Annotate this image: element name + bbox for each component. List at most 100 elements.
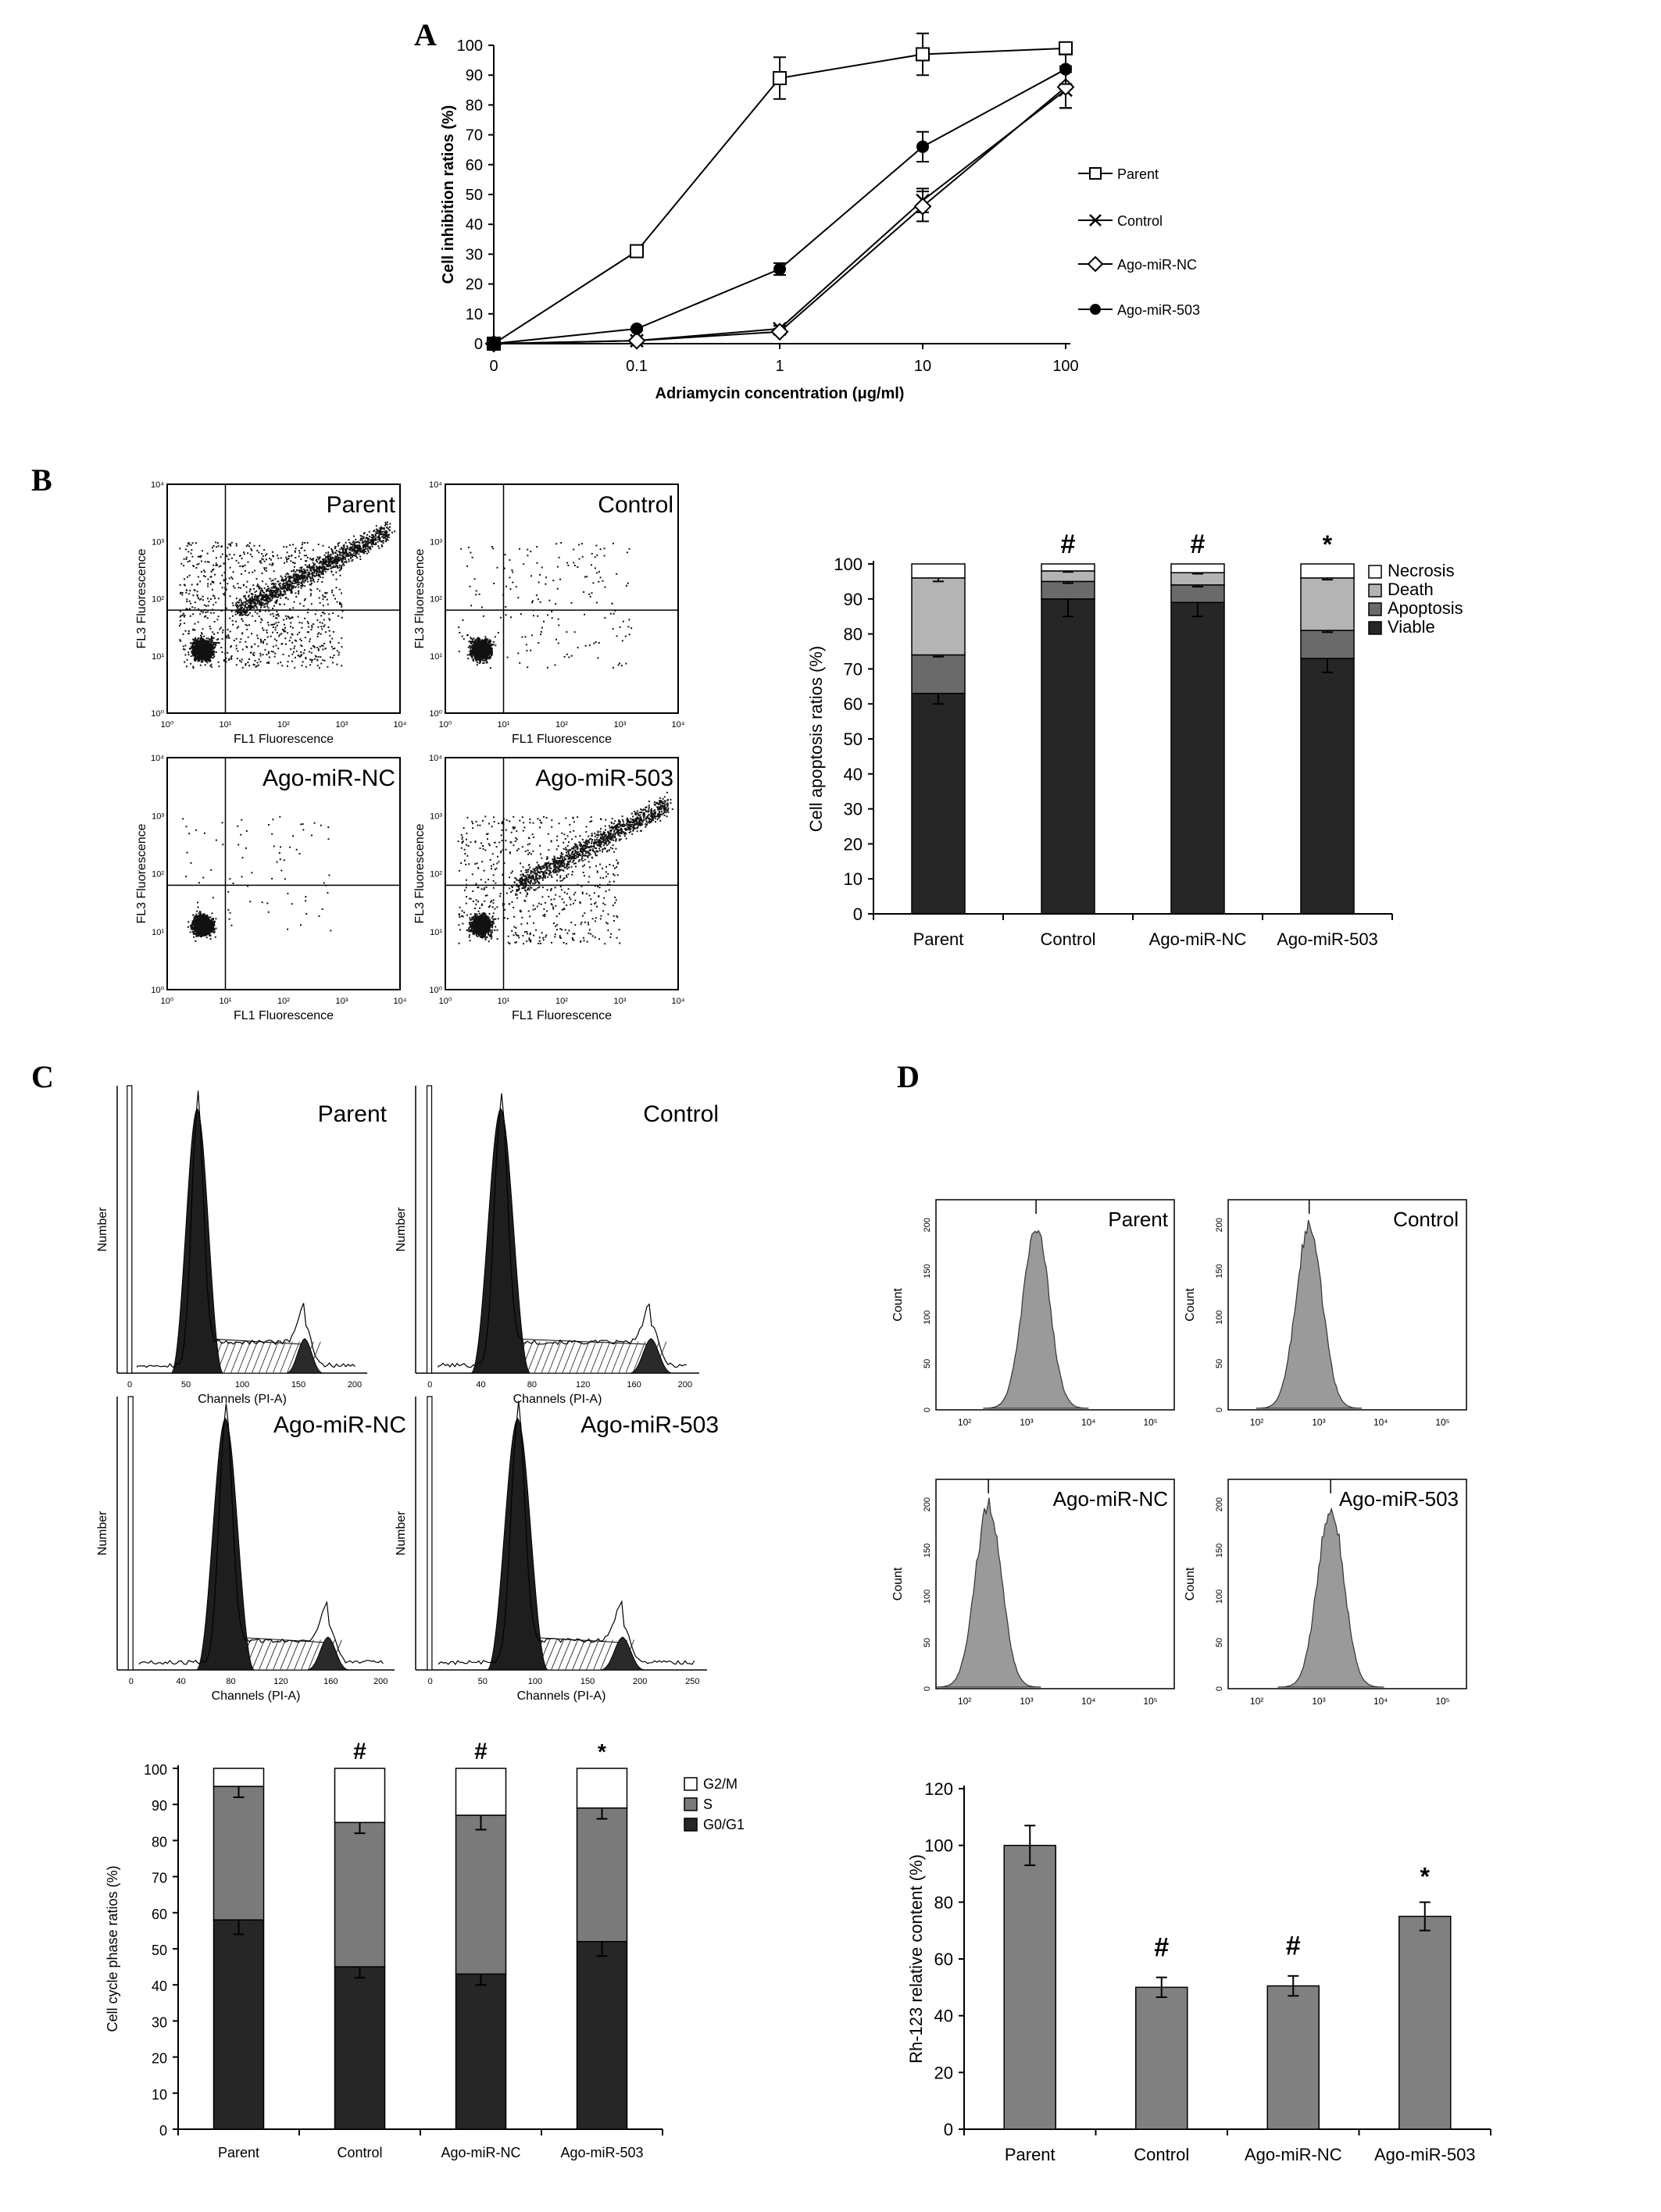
- y-axis-label: Cell cycle phase ratios (%): [105, 1865, 120, 2032]
- histogram-title: Ago-miR-NC: [273, 1412, 406, 1438]
- scatter-plot-frame: [166, 757, 401, 990]
- y-tick-label: 20: [844, 834, 863, 854]
- x-tick-label: 100: [528, 1677, 542, 1686]
- y-tick-label: 20: [152, 2051, 167, 2067]
- y-tick-label: 100: [1215, 1589, 1224, 1604]
- histogram-outline: [438, 1093, 688, 1368]
- x-axis-label: FL1 Fluorescence: [512, 733, 612, 746]
- y-tick-label: 100: [924, 1836, 953, 1856]
- y-tick-label: 120: [924, 1779, 953, 1799]
- x-tick-label: 10³: [336, 720, 348, 730]
- y-tick-label: 10⁴: [429, 480, 442, 490]
- bar-segment: [455, 1814, 507, 1975]
- g0g1-peak: [195, 1418, 255, 1671]
- x-tick-label: 40: [476, 1380, 485, 1390]
- legend-label: Ago-miR-503: [1117, 302, 1200, 318]
- y-tick-label: 90: [466, 67, 483, 84]
- y-tick-label: 10²: [430, 595, 442, 605]
- histogram-outline: [138, 1403, 384, 1665]
- bar-segment: [1170, 572, 1225, 586]
- x-tick-label: Ago-miR-503: [560, 2145, 643, 2160]
- y-tick-label: 100: [834, 555, 863, 574]
- panel-label-b: B: [31, 462, 52, 498]
- x-tick-label: 10⁵: [1435, 1417, 1449, 1428]
- x-axis-label: FL1 Fluorescence: [234, 1009, 334, 1022]
- y-tick-label: 60: [466, 157, 483, 174]
- histogram-title: Parent: [318, 1101, 388, 1127]
- y-tick-label: 0: [944, 2120, 953, 2139]
- y-tick-label: 10: [152, 2087, 167, 2103]
- y-tick-label: 10⁴: [429, 754, 442, 763]
- legend-swatch: [1368, 621, 1382, 635]
- x-tick-label: 120: [273, 1677, 288, 1686]
- x-tick-label: 100: [235, 1380, 249, 1390]
- y-tick-label: 10¹: [152, 928, 164, 937]
- series-line: [493, 68, 1066, 344]
- y-axis-label: FL3 Fluorescence: [135, 548, 148, 648]
- data-point: [916, 140, 929, 153]
- y-tick-label: 60: [934, 1950, 953, 1969]
- bar-segment: [213, 1919, 265, 2130]
- data-point: [913, 197, 932, 216]
- x-tick-label: 50: [478, 1677, 488, 1686]
- data-point: [773, 71, 787, 86]
- scatter-plot-frame: [166, 483, 401, 714]
- y-tick-label: 50: [844, 730, 863, 749]
- legend-marker: [1090, 304, 1101, 315]
- legend-label: Ago-miR-NC: [1117, 257, 1197, 273]
- debris-gate: [127, 1396, 134, 1671]
- x-tick-label: 120: [576, 1380, 590, 1390]
- x-tick-label: 160: [627, 1380, 641, 1390]
- y-tick-label: 40: [466, 216, 483, 234]
- panel-d-rh123-histograms: Parent Count 0 50 100 150 200 10² 10³ 10⁴ 10⁵ Contr…: [891, 1199, 1467, 1707]
- x-tick-label: 10²: [277, 720, 290, 730]
- y-tick-label: 90: [152, 1798, 167, 1814]
- debris-gate: [427, 1396, 433, 1671]
- histogram-title: Control: [643, 1101, 719, 1127]
- bar-segment: [576, 1941, 628, 2130]
- bar-segment: [911, 563, 966, 579]
- bar-segment: [1300, 563, 1355, 579]
- y-tick-label: 60: [844, 694, 863, 714]
- g2m-peak: [307, 1636, 349, 1671]
- bar-segment: [334, 1768, 386, 1824]
- y-tick-label: 10⁰: [151, 986, 164, 995]
- data-point: [770, 323, 789, 341]
- bar-segment: [576, 1807, 628, 1943]
- y-axis-label: Number: [395, 1511, 408, 1556]
- y-tick-label: 30: [152, 2014, 167, 2030]
- x-tick-label: 10⁴: [1081, 1417, 1096, 1428]
- x-tick-label: 10⁴: [394, 997, 407, 1006]
- y-tick-label: 10³: [430, 537, 442, 547]
- histogram-outline: [438, 1400, 695, 1666]
- y-tick-label: 50: [466, 187, 483, 204]
- bar-segment: [455, 1768, 507, 1816]
- legend-swatch: [684, 1777, 698, 1791]
- x-tick-label: Control: [1041, 929, 1096, 949]
- bar-segment: [1041, 598, 1095, 915]
- g2m-peak: [629, 1338, 673, 1374]
- y-tick-label: 70: [152, 1871, 167, 1886]
- g0g1-peak: [470, 1108, 531, 1374]
- x-axis-label: Channels (PI-A): [513, 1393, 602, 1406]
- x-tick-label: 10⁵: [1143, 1696, 1157, 1707]
- y-tick-label: 80: [466, 97, 483, 114]
- panel-label-a: A: [414, 17, 437, 52]
- bar-segment: [1135, 1986, 1188, 2130]
- y-tick-label: 90: [844, 590, 863, 609]
- bar-segment: [213, 1786, 265, 1921]
- x-tick-label: 10⁰: [439, 997, 452, 1006]
- histogram-title: Ago-miR-NC: [1053, 1487, 1168, 1511]
- x-axis-label: FL1 Fluorescence: [512, 1009, 612, 1022]
- y-tick-label: 20: [466, 276, 483, 294]
- histogram-outline: [137, 1090, 356, 1368]
- x-tick-label: 10²: [1250, 1696, 1263, 1707]
- histogram-title: Control: [1393, 1208, 1459, 1231]
- y-tick-label: 50: [923, 1359, 932, 1368]
- y-axis-label: Cell apoptosis ratios (%): [806, 646, 826, 832]
- y-tick-label: 40: [844, 765, 863, 784]
- bar-segment: [1041, 563, 1095, 572]
- x-tick-label: 10¹: [498, 997, 510, 1006]
- g0g1-peak: [486, 1418, 549, 1671]
- y-tick-label: 10⁴: [151, 480, 164, 490]
